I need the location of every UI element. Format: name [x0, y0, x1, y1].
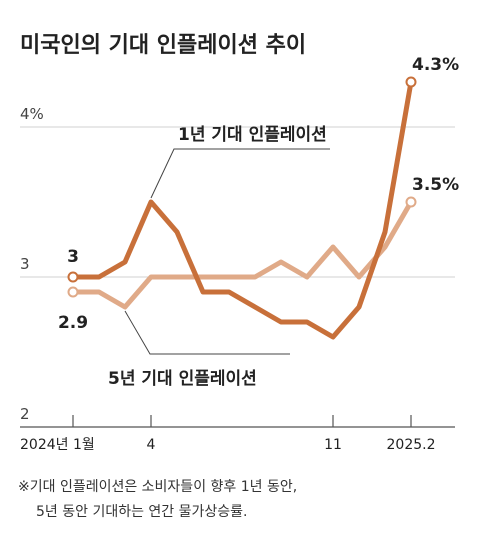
x-tick-label-0: 2024년 1월 [20, 437, 95, 453]
x-tick-label-3: 2025.2 [387, 437, 436, 453]
footnote-line-1: ※기대 인플레이션은 소비자들이 향후 1년 동안, [18, 479, 297, 495]
series-1yr-leader-line [150, 148, 330, 199]
footnote-line-2: 5년 동안 기대하는 연간 물가상승률. [36, 504, 247, 520]
series-1yr-line [70, 79, 414, 340]
x-tick-label-1: 4 [147, 437, 156, 453]
series-5yr-leader-line [124, 310, 290, 355]
chart-title: 미국인의 기대 인플레이션 추이 [20, 33, 306, 58]
series-5yr-line [70, 199, 414, 310]
y-axis-ticks: 4% 3 2 [20, 105, 44, 423]
series-1yr-name: 1년 기대 인플레이션 [178, 125, 327, 145]
series-1yr-end-marker [405, 76, 417, 88]
y-tick-label-3: 3 [20, 255, 30, 273]
series-5yr-start-value: 2.9 [58, 313, 88, 333]
series-1yr-start-value: 3 [67, 247, 79, 267]
series-1yr-end-value: 4.3% [412, 55, 459, 75]
series-labels: 3 2.9 4.3% 3.5% 1년 기대 인플레이션 5년 기대 인플레이션 [58, 55, 459, 389]
y-tick-label-4: 4% [20, 105, 44, 123]
series-lines [67, 76, 417, 340]
series-5yr-end-marker [405, 196, 417, 208]
series-5yr-end-value: 3.5% [412, 175, 459, 195]
x-tick-label-2: 11 [324, 437, 342, 453]
x-axis: 2024년 1월 4 11 2025.2 [20, 415, 455, 453]
series-5yr-name: 5년 기대 인플레이션 [108, 369, 257, 389]
series-5yr-start-marker [67, 286, 79, 298]
series-1yr-start-marker [67, 271, 79, 283]
y-tick-label-2: 2 [20, 405, 30, 423]
